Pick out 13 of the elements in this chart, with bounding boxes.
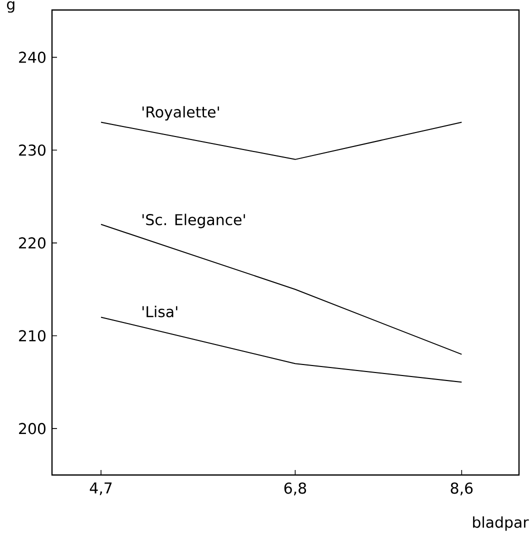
y-tick-label: 210 (19, 330, 46, 342)
y-tick-label: 220 (19, 237, 46, 249)
series-label: 'Royalette' (142, 106, 219, 121)
x-tick-label: 8,6 (450, 482, 473, 496)
x-tick-label: 6,8 (284, 482, 306, 496)
y-axis-title: g (7, 1, 14, 13)
y-tick-label: 240 (19, 52, 46, 63)
series-label: 'Sc. Elegance' (142, 214, 245, 228)
series-label: 'Lisa' (142, 306, 178, 318)
y-tick-label: 230 (19, 144, 46, 156)
x-tick-label: 4,7 (90, 482, 112, 496)
x-axis-title: bladpar (473, 516, 529, 531)
y-tick-label: 200 (19, 422, 46, 434)
